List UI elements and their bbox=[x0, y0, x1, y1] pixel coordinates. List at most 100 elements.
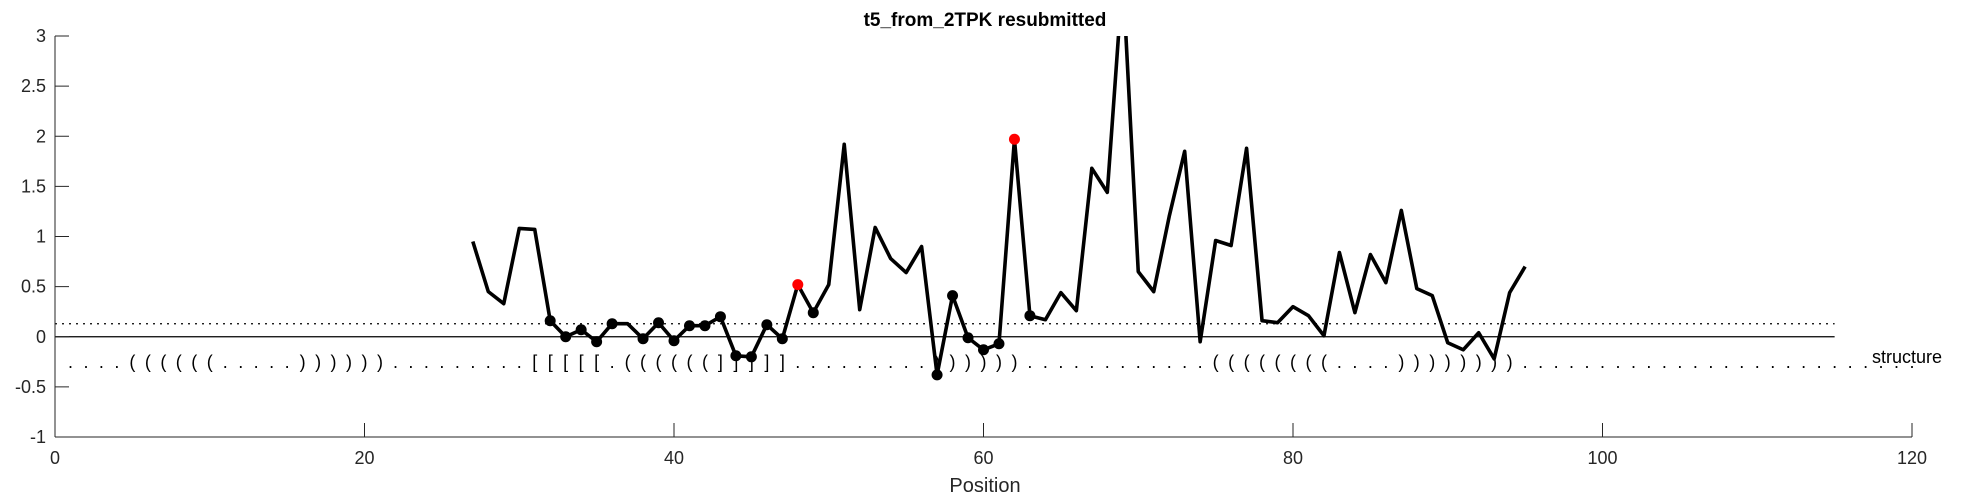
x-axis: 0 20 40 60 80 100 120 bbox=[50, 423, 1927, 468]
structure-char: . bbox=[83, 352, 88, 372]
data-point bbox=[807, 307, 819, 319]
structure-annotation: .... ((((((.....))))))......... [[[[[. ((((… bbox=[68, 347, 1942, 372]
structure-char: . bbox=[1817, 352, 1822, 372]
structure-char: . bbox=[238, 352, 243, 372]
structure-char: . bbox=[1739, 352, 1744, 372]
y-tick-label: 3 bbox=[36, 26, 46, 46]
structure-char: ) bbox=[1445, 352, 1451, 372]
structure-char: . bbox=[1832, 352, 1837, 372]
structure-char: . bbox=[1600, 352, 1605, 372]
x-tick-label: 20 bbox=[354, 448, 374, 468]
y-tick-label: 1.5 bbox=[21, 176, 46, 196]
structure-char: ) bbox=[1429, 352, 1435, 372]
structure-char: . bbox=[1058, 352, 1063, 372]
structure-char: . bbox=[842, 352, 847, 372]
structure-char: . bbox=[254, 352, 259, 372]
data-line bbox=[471, 36, 1527, 377]
x-tick-label: 100 bbox=[1587, 448, 1617, 468]
data-point bbox=[699, 320, 711, 332]
structure-char: . bbox=[1538, 352, 1543, 372]
y-axis: -1 -0.5 0 0.5 1 1.5 2 2.5 3 bbox=[15, 26, 69, 447]
structure-char: ) bbox=[1011, 352, 1017, 372]
structure-char: ( bbox=[129, 352, 135, 372]
structure-char: . bbox=[610, 352, 615, 372]
structure-char: ( bbox=[1290, 352, 1296, 372]
structure-char: . bbox=[1585, 352, 1590, 372]
data-point bbox=[591, 336, 603, 348]
series-group bbox=[471, 36, 1527, 381]
structure-char: ) bbox=[315, 352, 321, 372]
structure-char: . bbox=[1120, 352, 1125, 372]
structure-char: . bbox=[1615, 352, 1620, 372]
structure-char: . bbox=[811, 352, 816, 372]
structure-char: . bbox=[1182, 352, 1187, 372]
structure-char: ( bbox=[1259, 352, 1265, 372]
y-tick-label: -1 bbox=[30, 427, 46, 447]
data-point bbox=[575, 324, 587, 336]
structure-char: . bbox=[1368, 352, 1373, 372]
data-point bbox=[683, 320, 695, 332]
structure-char: . bbox=[1879, 352, 1884, 372]
structure-char: . bbox=[114, 352, 119, 372]
structure-char: ) bbox=[1507, 352, 1513, 372]
structure-char: [ bbox=[532, 352, 537, 372]
data-point bbox=[730, 350, 742, 362]
structure-char: . bbox=[1631, 352, 1636, 372]
structure-char: . bbox=[439, 352, 444, 372]
structure-char: . bbox=[269, 352, 274, 372]
data-point bbox=[761, 319, 773, 331]
structure-char: ( bbox=[702, 352, 708, 372]
structure-char: ( bbox=[671, 352, 677, 372]
x-tick-label: 80 bbox=[1283, 448, 1303, 468]
data-point bbox=[606, 318, 618, 330]
structure-char: ( bbox=[176, 352, 182, 372]
x-tick-label: 120 bbox=[1897, 448, 1927, 468]
y-tick-label: 0 bbox=[36, 327, 46, 347]
structure-char: ) bbox=[950, 352, 956, 372]
highlight-point bbox=[1008, 133, 1020, 145]
structure-char: . bbox=[1569, 352, 1574, 372]
structure-char: . bbox=[486, 352, 491, 372]
structure-char: ) bbox=[331, 352, 337, 372]
structure-char: . bbox=[393, 352, 398, 372]
data-point bbox=[947, 290, 959, 302]
structure-char: . bbox=[1523, 352, 1528, 372]
structure-char: . bbox=[826, 352, 831, 372]
data-point bbox=[544, 315, 556, 327]
x-tick-label: 40 bbox=[664, 448, 684, 468]
y-tick-label: 2.5 bbox=[21, 76, 46, 96]
structure-char: . bbox=[1693, 352, 1698, 372]
structure-char: . bbox=[1089, 352, 1094, 372]
structure-char: . bbox=[1786, 352, 1791, 372]
structure-char: . bbox=[1755, 352, 1760, 372]
plot-area: .... ((((((.....))))))......... [[[[[. ((((… bbox=[55, 36, 1942, 381]
structure-char: ) bbox=[1398, 352, 1404, 372]
structure-char: ) bbox=[1414, 352, 1420, 372]
structure-char: ) bbox=[981, 352, 987, 372]
structure-char: ( bbox=[1228, 352, 1234, 372]
structure-char: ] bbox=[718, 352, 723, 372]
structure-char: ( bbox=[640, 352, 646, 372]
structure-char: . bbox=[68, 352, 73, 372]
structure-char: . bbox=[904, 352, 909, 372]
structure-char: ( bbox=[191, 352, 197, 372]
structure-char: ) bbox=[346, 352, 352, 372]
structure-char: ( bbox=[625, 352, 631, 372]
structure-char: . bbox=[1043, 352, 1048, 372]
structure-char: . bbox=[1770, 352, 1775, 372]
structure-char: . bbox=[285, 352, 290, 372]
structure-char: . bbox=[1646, 352, 1651, 372]
structure-char: [ bbox=[594, 352, 599, 372]
structure-char: [ bbox=[563, 352, 568, 372]
data-point bbox=[653, 317, 665, 329]
chart-title: t5_from_2TPK resubmitted bbox=[864, 10, 1107, 31]
structure-char: . bbox=[873, 352, 878, 372]
structure-char: ( bbox=[656, 352, 662, 372]
structure-char: . bbox=[1554, 352, 1559, 372]
structure-char: . bbox=[1151, 352, 1156, 372]
structure-char: . bbox=[1105, 352, 1110, 372]
structure-char: . bbox=[1909, 352, 1914, 372]
x-tick-label: 0 bbox=[50, 448, 60, 468]
structure-char: . bbox=[1801, 352, 1806, 372]
